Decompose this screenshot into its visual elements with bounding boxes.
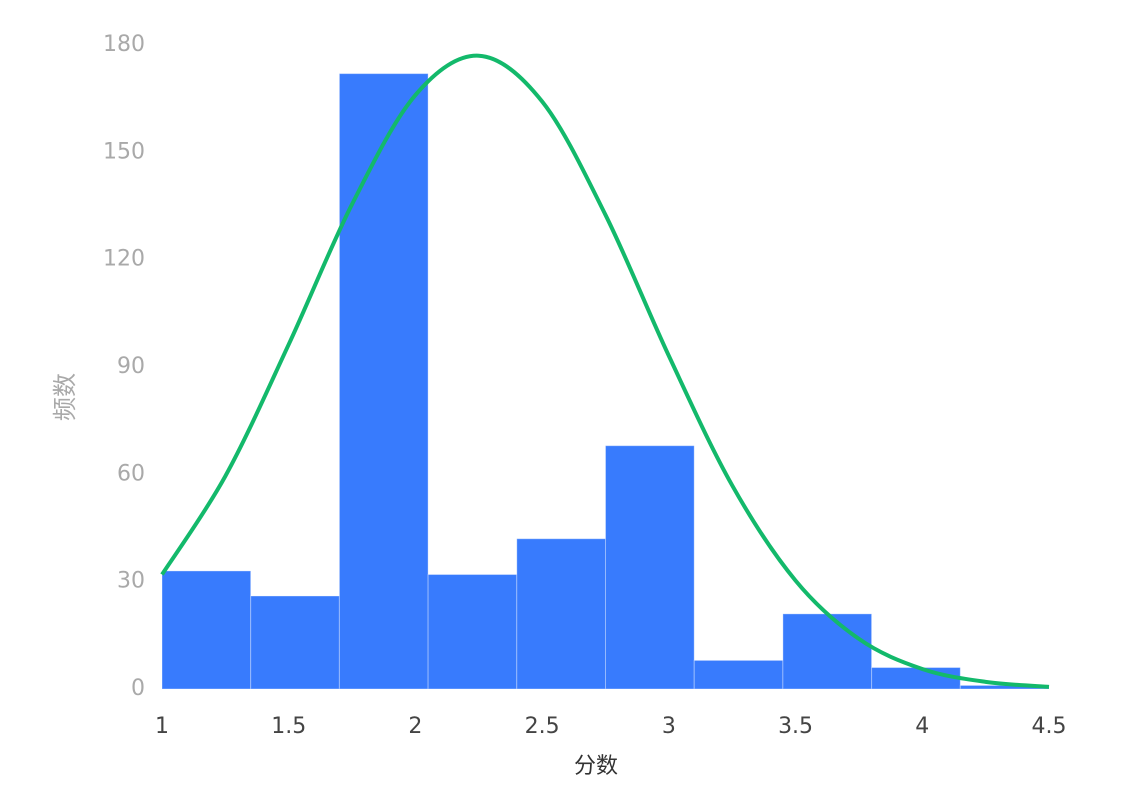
y-tick-label: 60	[117, 461, 145, 486]
y-tick-label: 30	[117, 569, 145, 594]
x-tick-label: 2.5	[525, 714, 560, 739]
bar	[250, 595, 340, 690]
bar	[782, 613, 873, 690]
bar	[338, 73, 429, 690]
y-axis-title: 频数	[51, 373, 79, 421]
bar	[693, 659, 784, 690]
x-tick-label: 1	[155, 714, 169, 739]
fit-curve	[160, 53, 1050, 689]
x-tick-label: 3.5	[778, 714, 813, 739]
x-tick-label: 2	[408, 714, 422, 739]
bar	[161, 570, 252, 690]
bar	[516, 538, 606, 690]
x-tick-label: 4.5	[1032, 714, 1067, 739]
x-axis-title: 分数	[574, 754, 618, 779]
x-tick-label: 4	[915, 714, 929, 739]
bar	[871, 667, 961, 690]
y-tick-label: 0	[131, 676, 145, 701]
x-tick-label: 1.5	[271, 714, 306, 739]
x-tick-label: 3	[662, 714, 676, 739]
y-tick-label: 90	[117, 354, 145, 379]
y-tick-label: 150	[103, 139, 145, 164]
bar	[605, 445, 695, 690]
y-tick-label: 120	[103, 247, 145, 272]
y-tick-label: 180	[103, 32, 145, 57]
bar	[427, 574, 518, 690]
